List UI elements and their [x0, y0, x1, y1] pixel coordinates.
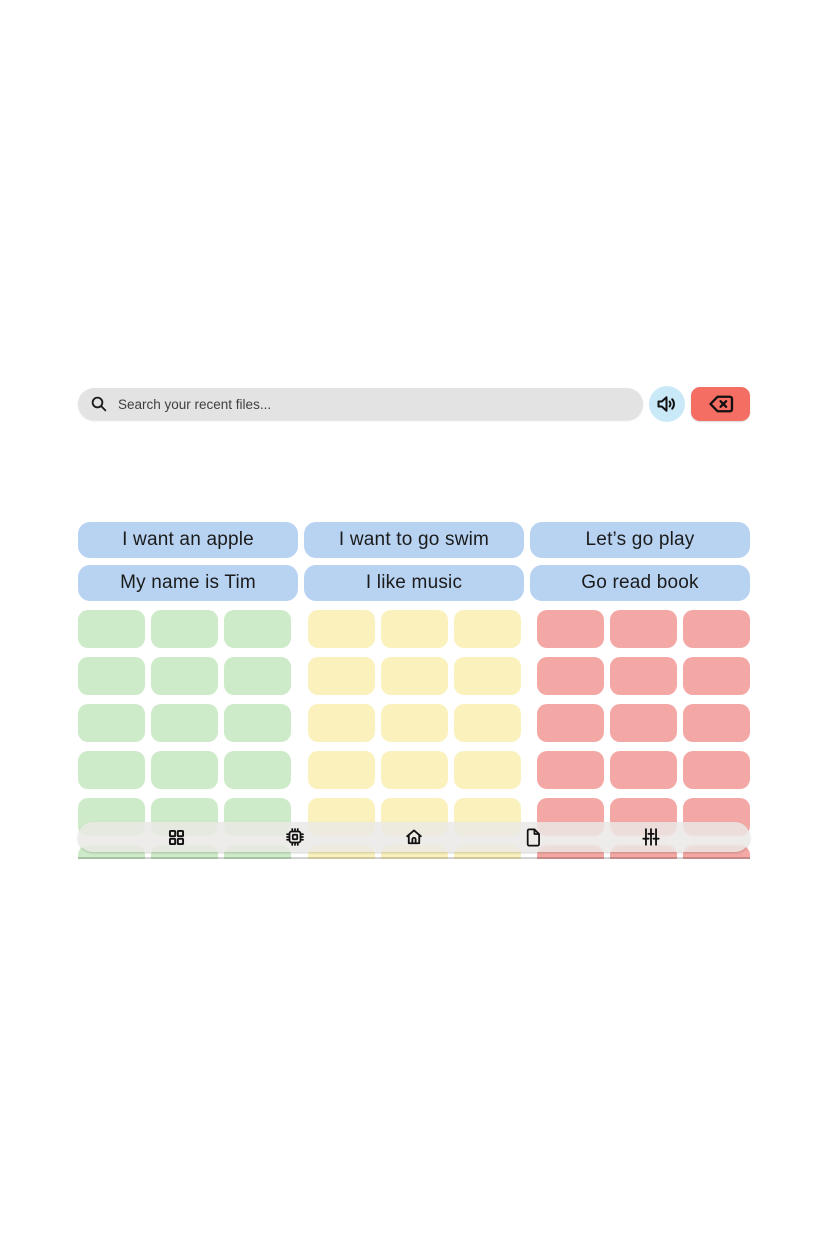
- grid-tile[interactable]: [224, 657, 291, 695]
- grid-tile[interactable]: [78, 610, 145, 648]
- app-content: I want an apple I want to go swim Let’s …: [78, 386, 750, 859]
- nav-settings-button[interactable]: [631, 822, 671, 852]
- grid-tile[interactable]: [683, 657, 750, 695]
- grid-tile[interactable]: [307, 751, 375, 789]
- grid-tile[interactable]: [537, 751, 604, 789]
- grid-tile[interactable]: [151, 610, 218, 648]
- tile-group-green: [78, 610, 291, 859]
- grid-tile[interactable]: [610, 657, 677, 695]
- grid-tile[interactable]: [537, 657, 604, 695]
- grid-tile[interactable]: [307, 704, 375, 742]
- grid-icon: [169, 829, 185, 845]
- bottom-nav-bar: [78, 822, 750, 852]
- tile-group-yellow: [307, 610, 521, 859]
- grid-tile[interactable]: [78, 704, 145, 742]
- nav-home-button[interactable]: [394, 822, 434, 852]
- speaker-volume-icon: [657, 396, 675, 412]
- grid-tile[interactable]: [380, 610, 448, 648]
- sliders-icon: [642, 828, 660, 846]
- grid-tile[interactable]: [78, 657, 145, 695]
- grid-tile[interactable]: [151, 657, 218, 695]
- phrase-button[interactable]: My name is Tim: [78, 565, 298, 601]
- search-input[interactable]: [116, 395, 631, 413]
- phrase-button[interactable]: Go read book: [530, 565, 750, 601]
- search-icon: [91, 396, 107, 412]
- grid-tile[interactable]: [224, 610, 291, 648]
- grid-tile[interactable]: [537, 704, 604, 742]
- file-icon: [526, 827, 541, 847]
- chip-icon: [286, 828, 305, 846]
- phrase-button[interactable]: I like music: [304, 565, 524, 601]
- grid-tile[interactable]: [610, 751, 677, 789]
- grid-tile[interactable]: [453, 751, 521, 789]
- phrase-button[interactable]: I want an apple: [78, 522, 298, 558]
- backspace-icon: [708, 395, 733, 413]
- grid-tile[interactable]: [78, 751, 145, 789]
- nav-files-button[interactable]: [513, 822, 553, 852]
- grid-tile[interactable]: [453, 657, 521, 695]
- grid-tile[interactable]: [307, 610, 375, 648]
- grid-tile[interactable]: [380, 751, 448, 789]
- nav-apps-button[interactable]: [157, 822, 197, 852]
- grid-tile[interactable]: [151, 751, 218, 789]
- grid-tile[interactable]: [537, 610, 604, 648]
- grid-tile[interactable]: [224, 704, 291, 742]
- nav-chip-button[interactable]: [275, 822, 315, 852]
- grid-tile[interactable]: [610, 704, 677, 742]
- speak-button[interactable]: [649, 386, 685, 422]
- grid-tile[interactable]: [307, 657, 375, 695]
- home-icon: [406, 829, 422, 845]
- backspace-button[interactable]: [691, 387, 750, 421]
- grid-tile[interactable]: [453, 610, 521, 648]
- grid-tile[interactable]: [610, 610, 677, 648]
- phrase-button[interactable]: Let’s go play: [530, 522, 750, 558]
- grid-tile[interactable]: [380, 704, 448, 742]
- grid-tile[interactable]: [683, 704, 750, 742]
- grid-tile[interactable]: [683, 610, 750, 648]
- grid-tile[interactable]: [151, 704, 218, 742]
- phrase-button[interactable]: I want to go swim: [304, 522, 524, 558]
- grid-tile[interactable]: [224, 751, 291, 789]
- grid-tile[interactable]: [683, 751, 750, 789]
- phrase-grid: I want an apple I want to go swim Let’s …: [78, 522, 750, 601]
- search-bar[interactable]: [78, 388, 643, 420]
- grid-tile[interactable]: [453, 704, 521, 742]
- grid-tile[interactable]: [380, 657, 448, 695]
